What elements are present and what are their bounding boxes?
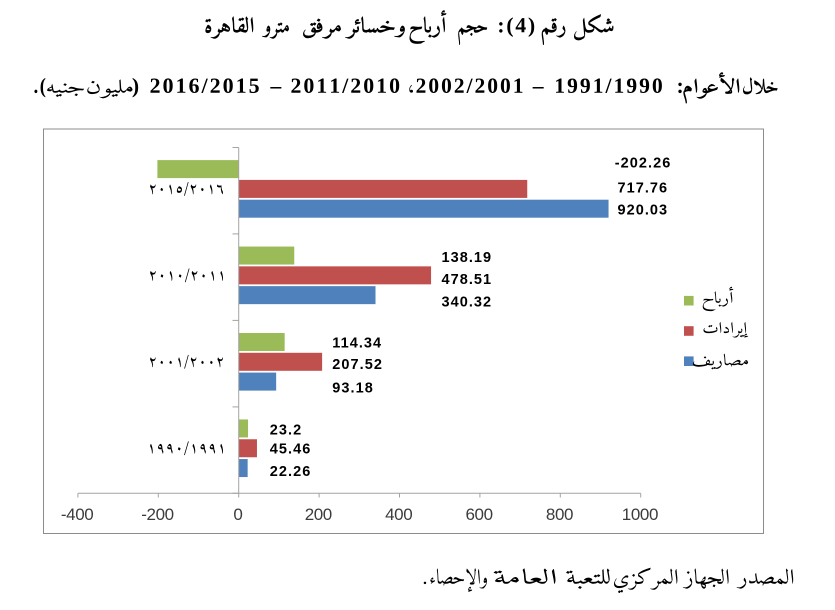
svg-text:920.03: 920.03 — [618, 202, 669, 218]
svg-text:717.76: 717.76 — [618, 181, 669, 197]
svg-text:478.51: 478.51 — [442, 272, 493, 288]
svg-text:-400: -400 — [61, 505, 93, 524]
svg-text:0: 0 — [233, 505, 242, 524]
svg-text:340.32: 340.32 — [442, 294, 493, 310]
svg-text:114.34: 114.34 — [332, 336, 382, 352]
svg-text:-202.26: -202.26 — [615, 155, 672, 171]
svg-text:22.26: 22.26 — [270, 464, 312, 480]
svg-text:93.18: 93.18 — [332, 380, 374, 396]
svg-text:45.46: 45.46 — [270, 442, 312, 458]
svg-text:600: 600 — [466, 505, 493, 524]
svg-text:-200: -200 — [141, 505, 173, 524]
svg-text:207.52: 207.52 — [332, 357, 383, 373]
svg-text:1000: 1000 — [622, 505, 658, 524]
svg-text:400: 400 — [385, 505, 412, 524]
svg-text:800: 800 — [546, 505, 573, 524]
svg-text:23.2: 23.2 — [270, 423, 302, 439]
svg-text:200: 200 — [305, 505, 332, 524]
svg-text:138.19: 138.19 — [442, 250, 493, 266]
